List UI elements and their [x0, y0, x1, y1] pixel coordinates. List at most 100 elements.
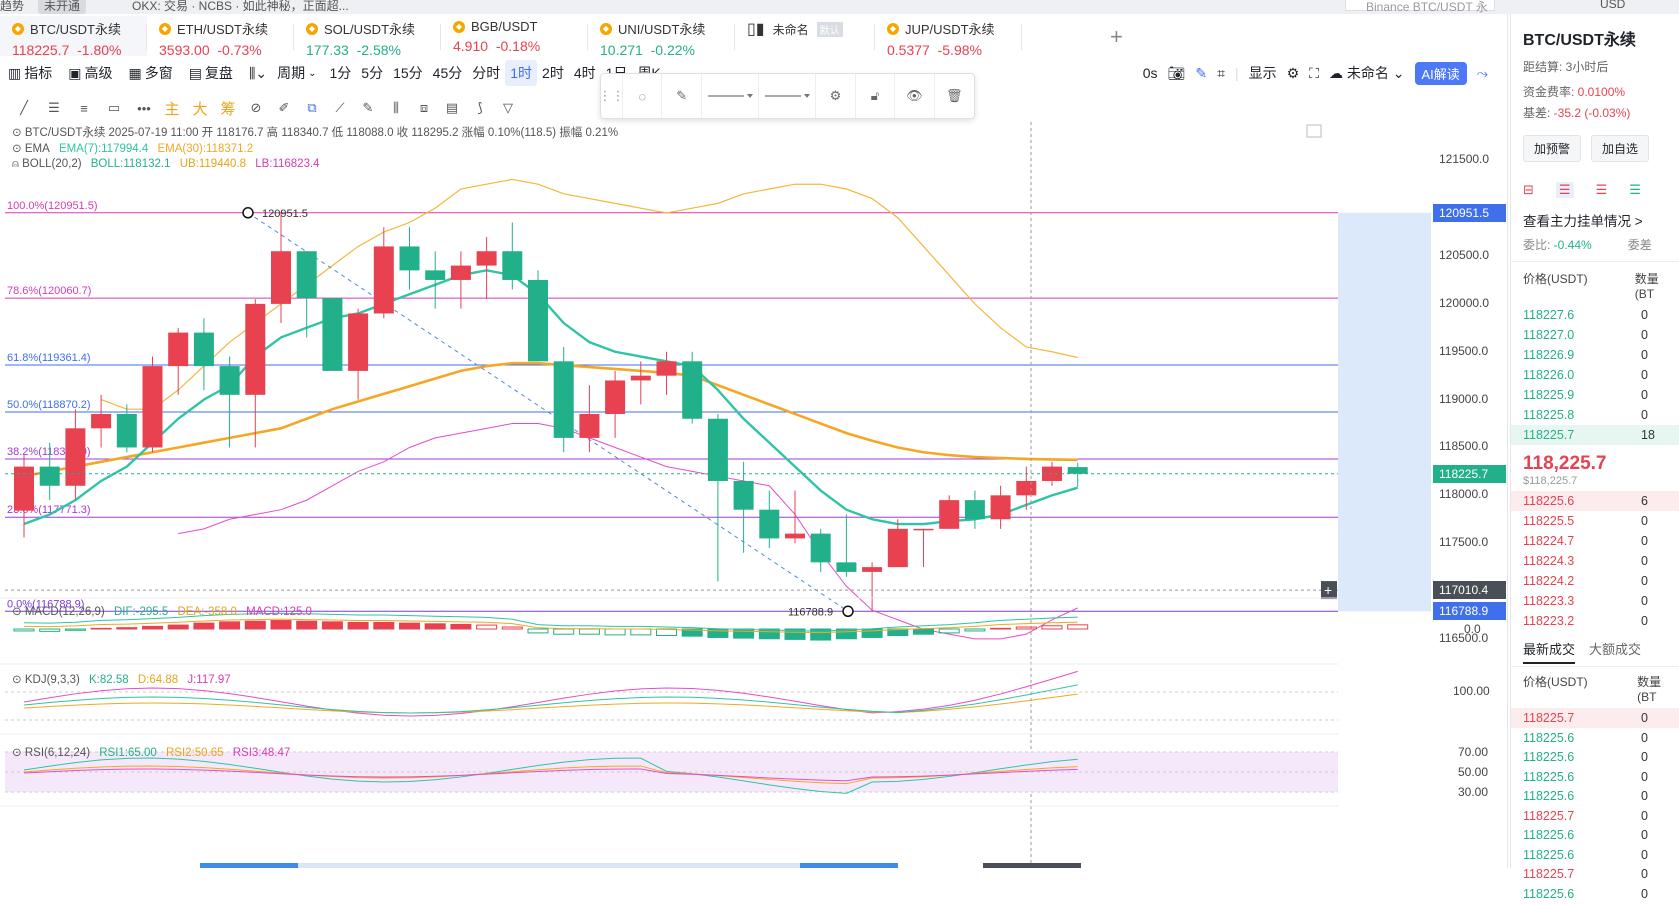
toolbar-item-5[interactable]: 1分 — [329, 65, 352, 81]
toolbar-item-9[interactable]: 分时 — [472, 65, 501, 81]
toolbar-item-8[interactable]: 45分 — [432, 65, 463, 81]
display-button[interactable]: 显示 — [1248, 65, 1277, 81]
ticker-tab[interactable]: ◆ JUP/USDT永续 0.5377 -5.98% — [875, 16, 1022, 58]
orderbook-row[interactable]: 118225.9 0 — [1523, 388, 1648, 402]
ticker-tab[interactable]: ◆ UNI/USDT永续 10.271 -0.22% — [588, 16, 735, 58]
orderbook-row[interactable]: 118226.9 0 — [1523, 348, 1648, 362]
add-tab-icon[interactable]: + — [1110, 24, 1123, 49]
toolbar-item-3[interactable]: ▤ 复盘 — [188, 64, 233, 82]
price-tag: 117010.4 — [1433, 581, 1506, 600]
orderbook-row[interactable]: 118225.5 0 — [1523, 514, 1648, 528]
search-input[interactable]: Binance BTC/USDT 永续 — [1345, 0, 1495, 14]
gear-icon[interactable]: ⚙ — [1286, 64, 1300, 81]
tab-large-trades[interactable]: 大额成交 — [1589, 642, 1642, 657]
toolbar-item-11[interactable]: 2时 — [542, 65, 564, 81]
orderbook-row[interactable]: 118225.6 6 — [1511, 491, 1679, 511]
brush-icon[interactable]: ✐ — [278, 100, 290, 115]
collapse-icon[interactable]: ⊙ — [12, 747, 22, 759]
orderbook-row[interactable]: 118224.2 0 — [1523, 574, 1648, 588]
view-asks-icon[interactable]: ☰ — [1595, 182, 1608, 197]
calendar-icon[interactable]: ▤ — [445, 100, 459, 115]
fullscreen-icon[interactable]: ⛶ — [1309, 64, 1319, 81]
orderbook-row[interactable]: 118227.6 0 — [1523, 308, 1648, 322]
template-icon[interactable]: ◌ — [623, 74, 663, 118]
top-strip-news[interactable]: OKX: 交易 · NCBS · 如此神秘，正面超... — [132, 0, 349, 13]
collapse-icon[interactable]: ⊙ — [12, 674, 22, 686]
top-strip-badge[interactable]: 未开通 — [38, 0, 87, 14]
settings-icon[interactable]: ⚙ — [816, 74, 856, 118]
camera-icon[interactable]: 📷︎ — [1167, 64, 1186, 81]
toolbar-item-4[interactable]: ⫼⌄ 周期 ⌄ — [248, 64, 317, 82]
orderbook-row[interactable]: 118223.2 0 — [1523, 614, 1648, 628]
ai-analysis-button[interactable]: AI解读 — [1414, 61, 1467, 85]
tab-latest-trades[interactable]: 最新成交 — [1523, 639, 1576, 664]
trade-row: 118225.6 0 — [1523, 769, 1648, 784]
ticker-tab[interactable]: ▯▮ 未命名 默认 — [735, 16, 875, 56]
view-trades-icon[interactable]: ☰ — [1629, 182, 1641, 197]
candle-body — [707, 418, 728, 481]
hline-tool-icon[interactable]: ☰ — [48, 100, 60, 115]
chart-type-icon[interactable]: ⫼⌄ — [248, 64, 268, 81]
top-strip: 趋势 未开通 OKX: 交易 · NCBS · 如此神秘，正面超... Bina… — [0, 0, 1679, 14]
more-tools-icon[interactable]: ••• — [137, 100, 151, 116]
view-both-icon[interactable]: ⊟ — [1523, 182, 1534, 197]
orderbook-row[interactable]: 118227.0 0 — [1523, 328, 1648, 342]
pen-color-icon[interactable]: ✎ — [662, 74, 702, 118]
ticker-tab[interactable]: ◆ SOL/USDT永续 177.33 -2.58% — [294, 16, 441, 58]
toolbar-item-7[interactable]: 15分 — [393, 65, 423, 81]
toolbar-item-10[interactable]: 1时 — [505, 60, 538, 86]
ticker-tab[interactable]: ◆ ETH/USDT永续 3593.00 -0.73% — [147, 16, 294, 58]
pen-icon[interactable]: ✎ — [1195, 64, 1208, 81]
drag-handle-icon[interactable]: ⋮⋮ — [599, 74, 625, 118]
ticker-tab[interactable]: ◆ BGB/USDT 4.910 -0.18% — [441, 16, 588, 56]
view-bids-icon[interactable]: ☰ — [1555, 182, 1574, 198]
bucket-icon[interactable]: ⧈ — [419, 100, 429, 115]
orderbook-row[interactable]: 118226.0 0 — [1523, 368, 1648, 382]
ticker-price: 177.33 — [306, 42, 349, 58]
collapse-icon[interactable]: ⊙ — [12, 127, 22, 139]
crop-icon[interactable]: ⌗ — [1217, 64, 1225, 81]
collapse-icon[interactable]: ⊙ — [12, 606, 22, 618]
toolbar-item-2[interactable]: ▦ 多窗 — [128, 64, 173, 82]
lock-icon[interactable]: 🔓︎ — [856, 74, 896, 118]
filter-icon[interactable]: ▽ — [503, 100, 513, 115]
trash-icon[interactable]: 🗑︎ — [946, 88, 963, 103]
cloud-layout-select[interactable]: ☁ 未命名 ⌄ — [1328, 65, 1405, 81]
chart-area[interactable]: 100.0%(120951.5) 78.6%(120060.7) 61.8%(119… — [0, 122, 1508, 868]
depth-link[interactable]: 查看主力挂单情况 > — [1523, 214, 1643, 229]
pencil-icon[interactable]: ✎ — [362, 100, 374, 115]
orderbook-row[interactable]: 118224.3 0 — [1523, 554, 1648, 568]
copy-icon[interactable]: ⧉ — [307, 100, 317, 115]
legend-rsi: ⊙ RSI(6,12,24) RSI1:65.00 RSI2:50.65 RSI… — [12, 747, 291, 759]
magnet-icon[interactable]: ⟆ — [477, 100, 483, 115]
toolbar-item-1[interactable]: ▣ 高级 — [68, 64, 113, 82]
toolbar-item-0[interactable]: ▥ 指标 — [8, 64, 53, 82]
add-watchlist-button[interactable]: 加自选 — [1591, 135, 1650, 162]
ticker-tab[interactable]: ◆ BTC/USDT永续 118225.7 -1.80% — [0, 16, 147, 58]
eye-icon[interactable]: 👁︎ — [895, 74, 935, 118]
orderbook-row[interactable]: 118224.7 0 — [1523, 534, 1648, 548]
formula-icon[interactable]: ⊘ — [250, 100, 262, 115]
orderbook-row[interactable]: 118223.3 0 — [1523, 594, 1648, 608]
orderbook-row[interactable]: 118225.8 0 — [1523, 408, 1648, 422]
ruler-icon[interactable]: ⟋ — [335, 100, 345, 115]
line-style-select[interactable] — [702, 74, 760, 118]
channel-tool-icon[interactable]: ≡ — [80, 100, 88, 116]
indicator-1[interactable]: 大 — [192, 100, 208, 118]
add-alert-button[interactable]: 加预警 — [1523, 135, 1582, 162]
line-width-select[interactable] — [759, 74, 817, 118]
toolbar-item-12[interactable]: 4时 — [573, 65, 596, 81]
alarm-icon[interactable]: ⍝ — [12, 158, 19, 170]
indicator-2[interactable]: 筹 — [220, 100, 236, 118]
rect-tool-icon[interactable]: ▭ — [107, 100, 121, 115]
orderbook-row[interactable]: 118225.7 18 — [1511, 425, 1679, 445]
share-icon[interactable]: ⤳ — [1476, 64, 1488, 81]
replay-speed[interactable]: 0s — [1142, 65, 1158, 81]
candle-icon[interactable]: ⫼ — [393, 100, 399, 115]
indicator-0[interactable]: 主 — [164, 100, 180, 118]
currency-select[interactable]: USD — [1600, 0, 1626, 11]
candlestick-chart[interactable]: 100.0%(120951.5) 78.6%(120060.7) 61.8%(119… — [0, 122, 1508, 868]
toolbar-item-6[interactable]: 5分 — [361, 65, 384, 81]
line-tool-icon[interactable]: ╱ — [20, 100, 28, 115]
collapse-icon[interactable]: ⊙ — [12, 143, 22, 155]
